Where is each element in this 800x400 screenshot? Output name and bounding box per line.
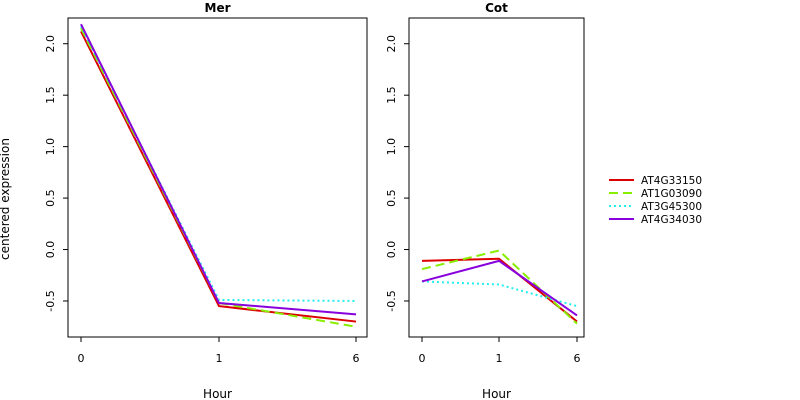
y-tick-label: 1.5: [385, 86, 398, 104]
plot-frame: [408, 17, 585, 338]
y-tick-label: 1.0: [44, 138, 57, 156]
plot-frame: [67, 17, 368, 338]
legend-item: AT3G45300: [609, 201, 702, 213]
x-tick-label: 6: [353, 352, 360, 365]
legend-label: AT4G33150: [641, 175, 702, 187]
series-line-at4g33150: [421, 257, 578, 323]
series-line-at4g34030: [421, 259, 578, 317]
series-line-at3g45300: [80, 25, 357, 302]
y-tick-label: 0.0: [44, 241, 57, 259]
y-tick-label: -0.5: [44, 290, 57, 311]
x-tick-label: 0: [78, 352, 85, 365]
series-line-at1g03090: [80, 27, 357, 328]
y-tick-label: 1.5: [44, 86, 57, 104]
y-axis-title: centered expression: [0, 138, 12, 260]
legend-item: AT4G34030: [609, 214, 702, 226]
x-tick-label: 0: [419, 352, 426, 365]
panels: Mer -0.5 0.0 0.5 1.0 1.5 2.0 0 1 6 Hour Cot -0.5 0.0 0…: [44, 1, 585, 400]
legend-label: AT4G34030: [641, 214, 702, 226]
x-axis-title: Hour: [482, 387, 511, 400]
y-tick-label: 1.0: [385, 138, 398, 156]
series-line-at4g33150: [80, 30, 357, 323]
panel-mer: Mer -0.5 0.0 0.5 1.0 1.5 2.0 0 1 6 Hour: [44, 1, 368, 400]
x-axis-title: Hour: [203, 387, 232, 400]
series-line-at3g45300: [421, 280, 578, 308]
legend-item: AT1G03090: [609, 188, 702, 200]
series-line-at4g34030: [80, 23, 357, 316]
y-tick-label: 2.0: [385, 35, 398, 53]
legend-label: AT1G03090: [641, 188, 702, 200]
x-tick-label: 1: [216, 352, 223, 365]
panel-title: Mer: [205, 1, 231, 15]
y-tick-label: 0.5: [385, 189, 398, 207]
panel-cot: Cot -0.5 0.0 0.5 1.0 1.5 2.0 0 1 6 Hour: [385, 1, 585, 400]
legend-item: AT4G33150: [609, 175, 702, 187]
x-tick-label: 1: [496, 352, 503, 365]
y-tick-label: 0.5: [44, 189, 57, 207]
y-tick-label: 2.0: [44, 35, 57, 53]
legend-label: AT3G45300: [641, 201, 702, 213]
panel-title: Cot: [485, 1, 508, 15]
y-tick-label: 0.0: [385, 241, 398, 259]
y-tick-label: -0.5: [385, 290, 398, 311]
x-tick-label: 6: [574, 352, 581, 365]
